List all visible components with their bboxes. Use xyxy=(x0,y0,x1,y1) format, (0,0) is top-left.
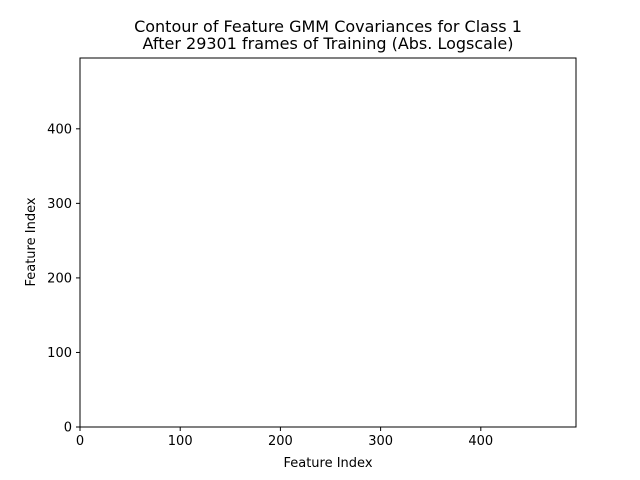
y-tick-label: 0 xyxy=(64,421,72,436)
x-axis-ticks: 0 100 200 300 400 xyxy=(76,427,493,449)
y-tick-label: 200 xyxy=(47,271,72,286)
y-tick-label: 300 xyxy=(47,197,72,212)
plot-area xyxy=(80,58,576,427)
x-tick-label: 200 xyxy=(268,434,293,449)
chart-title-line-1: Contour of Feature GMM Covariances for C… xyxy=(134,17,522,36)
chart-title-line-2: After 29301 frames of Training (Abs. Log… xyxy=(143,34,514,53)
y-tick-label: 400 xyxy=(47,122,72,137)
plot-frame xyxy=(79,57,577,428)
x-tick-label: 400 xyxy=(468,434,493,449)
y-tick-label: 100 xyxy=(47,346,72,361)
y-axis-label: Feature Index xyxy=(24,197,39,286)
x-tick-label: 300 xyxy=(368,434,393,449)
x-tick-label: 100 xyxy=(168,434,193,449)
x-axis-label: Feature Index xyxy=(283,456,372,471)
y-axis-ticks: 0 100 200 300 400 xyxy=(47,122,80,436)
x-tick-label: 0 xyxy=(76,434,84,449)
